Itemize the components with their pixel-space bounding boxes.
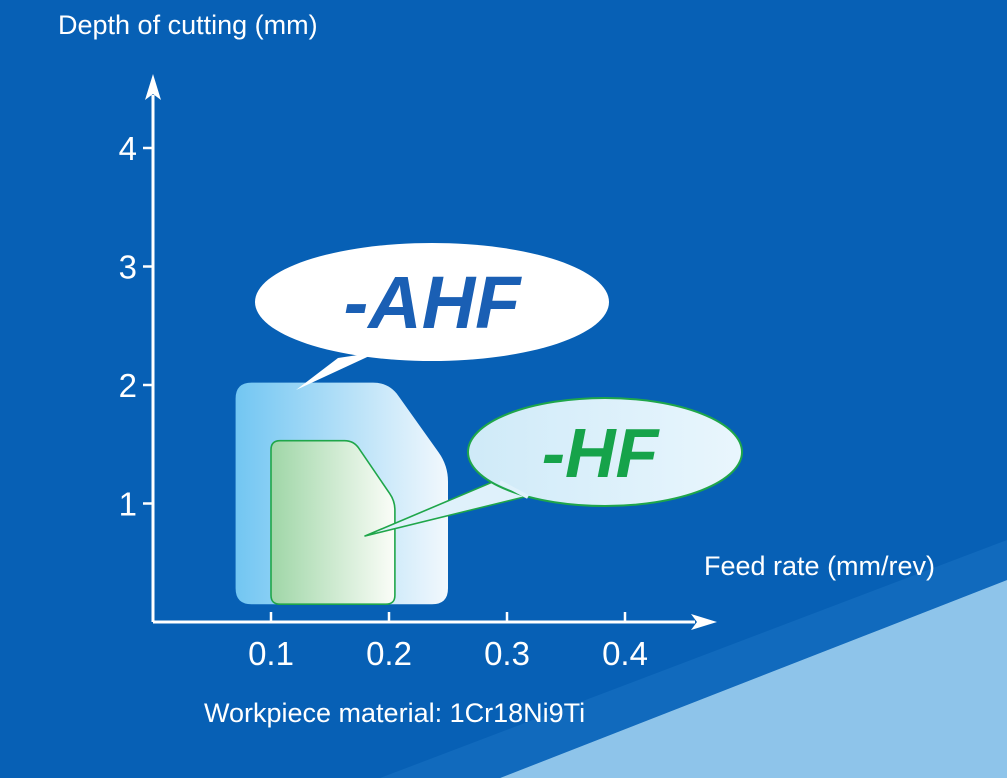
ahf-callout-label: -AHF [344,261,523,344]
x-tick-label: 0.4 [602,635,648,672]
y-tick-label: 4 [119,130,137,167]
y-tick-label: 1 [119,486,137,523]
x-tick-label: 0.1 [248,635,294,672]
y-tick-label: 2 [119,367,137,404]
hf-callout-joint [499,480,529,499]
y-axis-label: Depth of cutting (mm) [58,10,318,40]
workpiece-material-note: Workpiece material: 1Cr18Ni9Ti [204,698,586,728]
x-tick-label: 0.3 [484,635,530,672]
x-axis-label: Feed rate (mm/rev) [704,551,936,581]
hf-callout-bubble [467,397,743,507]
ahf-callout-pointer [296,352,378,390]
hf-callout-label: -HF [542,414,661,492]
hf-region [270,439,396,606]
background-band-shade [380,540,1007,778]
ahf-callout-bubble [255,243,609,361]
x-tick-label: 0.2 [366,635,412,672]
y-axis-arrow [145,74,161,100]
x-axis-arrow [691,614,717,630]
y-tick-label: 3 [119,249,137,286]
